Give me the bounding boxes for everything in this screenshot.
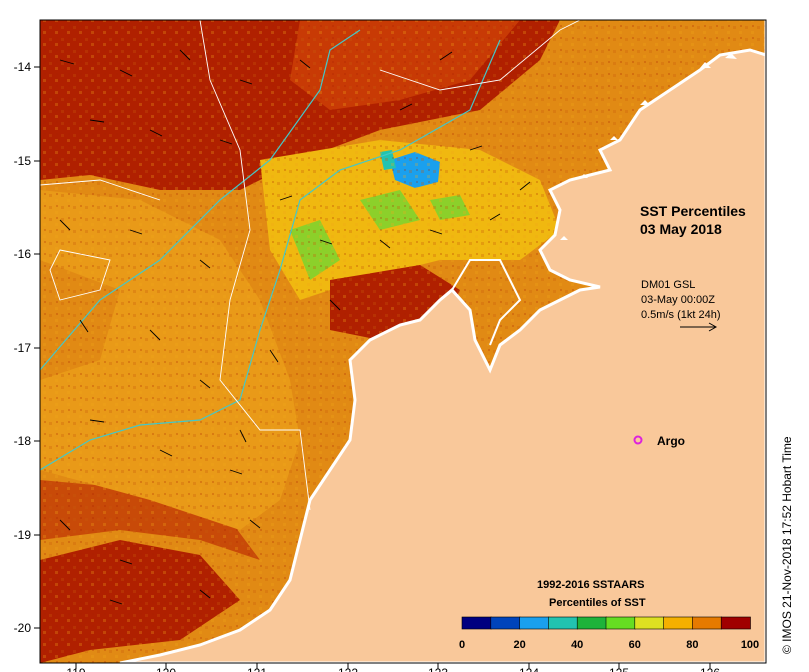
map-title-line1: SST Percentiles <box>640 203 746 219</box>
isotherm-line-2 <box>379 20 581 91</box>
colorbar-title-line1: 1992-2016 SSTAARS <box>537 579 644 591</box>
current-vectors <box>59 49 531 605</box>
argo-float-marker <box>633 435 643 445</box>
y-tick-label: -17 <box>14 341 32 355</box>
colorbar-swatch <box>519 616 550 630</box>
colorbar-tick-label: 40 <box>571 639 583 651</box>
colorbar-tick-label: 100 <box>741 639 759 651</box>
y-tick-label: -15 <box>14 154 32 168</box>
colorbar-swatch <box>605 616 636 630</box>
isotherm-line <box>40 20 311 511</box>
colorbar-tick-label: 0 <box>459 639 465 651</box>
colorbar: 1992-2016 SSTAARS Percentiles of SST 0 20… <box>456 570 759 656</box>
y-tick-label: -18 <box>14 434 32 448</box>
land-mass <box>119 20 766 663</box>
colorbar-swatch <box>720 616 751 630</box>
current-model-label: DM01 GSL <box>641 279 695 291</box>
colorbar-swatches <box>461 616 751 630</box>
isobath-line-2 <box>40 39 501 471</box>
colorbar-swatch <box>461 616 492 630</box>
colorbar-swatch <box>548 616 579 630</box>
y-tick-labels: -14 -15 -16 -17 -18 -19 -20 <box>14 60 32 635</box>
x-tick-label: 119 <box>66 666 85 672</box>
x-tick-labels: 119 120 121 122 123 124 125 126 <box>66 666 720 672</box>
argo-label: Argo <box>657 434 685 448</box>
colorbar-title-line2: Percentiles of SST <box>549 597 646 609</box>
x-tick-label: 120 <box>156 666 176 672</box>
current-scale-label: 0.5m/s (1kt 24h) <box>641 309 720 321</box>
colorbar-tick-label: 60 <box>629 639 641 651</box>
isobath-line <box>40 29 361 371</box>
colorbar-swatch <box>634 616 665 630</box>
x-tick-label: 121 <box>247 666 267 672</box>
colorbar-swatch <box>663 616 694 630</box>
colorbar-swatch <box>490 616 521 630</box>
y-tick-label: -20 <box>14 621 32 635</box>
coast-inlet <box>451 259 522 346</box>
x-tick-label: 125 <box>609 666 629 672</box>
plot-frame <box>39 19 767 664</box>
y-tick-label: -19 <box>14 528 32 542</box>
colorbar-tick-label: 20 <box>513 639 525 651</box>
x-tick-label: 126 <box>700 666 720 672</box>
colorbar-swatch <box>576 616 607 630</box>
x-axis <box>75 663 711 669</box>
x-tick-label: 122 <box>338 666 358 672</box>
colorbar-background <box>456 570 758 656</box>
current-time-label: 03-May 00:00Z <box>641 294 715 306</box>
colorbar-tick-label: 80 <box>686 639 698 651</box>
y-axis <box>34 66 40 629</box>
x-tick-label: 124 <box>519 666 539 672</box>
colorbar-swatch <box>692 616 723 630</box>
x-tick-label: 123 <box>428 666 448 672</box>
y-tick-label: -14 <box>14 60 32 74</box>
copyright-credit: © IMOS 21-Nov-2018 17:52 Hobart Time <box>780 436 794 654</box>
current-scale-arrow-icon <box>680 322 718 332</box>
colorbar-tick-labels: 0 20 40 60 80 100 <box>459 639 759 651</box>
y-tick-label: -16 <box>14 247 32 261</box>
map-title-line2: 03 May 2018 <box>640 221 722 237</box>
